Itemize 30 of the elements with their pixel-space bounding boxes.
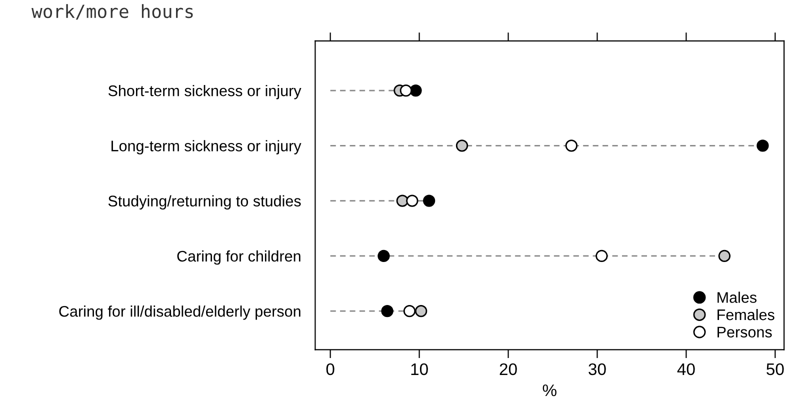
point xyxy=(423,194,436,207)
point xyxy=(403,305,416,318)
legend-label: Males xyxy=(718,292,757,303)
y-tick-label: Long-term sickness or injury xyxy=(112,140,302,154)
x-tick-label: 10 xyxy=(411,363,428,376)
point xyxy=(565,140,578,152)
x-tick-label: 30 xyxy=(588,363,606,376)
x-axis-title: % xyxy=(542,384,556,396)
legend-label: Persons xyxy=(718,326,772,338)
x-tick-label: 50 xyxy=(766,363,784,376)
point xyxy=(410,84,422,97)
x-tick-label: 20 xyxy=(500,363,517,376)
x-tick-label: 40 xyxy=(677,363,695,376)
point xyxy=(718,250,731,262)
point xyxy=(756,140,769,152)
point xyxy=(400,84,412,97)
y-tick-label: Studying/returning to studies xyxy=(108,195,301,210)
y-tick-label: Short-term sickness or injury xyxy=(108,84,302,100)
y-tick-label: Caring for ill/disabled/elderly person xyxy=(59,306,300,320)
point xyxy=(378,250,390,262)
y-tick-label: Caring for children xyxy=(177,250,300,265)
point xyxy=(396,194,408,207)
point xyxy=(415,305,428,318)
text: work/more hours xyxy=(32,4,193,20)
point xyxy=(456,140,468,152)
point xyxy=(381,305,394,318)
x-tick-label: 0 xyxy=(326,363,334,376)
point xyxy=(406,194,418,207)
point xyxy=(596,250,608,262)
legend-label: Females xyxy=(718,308,774,320)
